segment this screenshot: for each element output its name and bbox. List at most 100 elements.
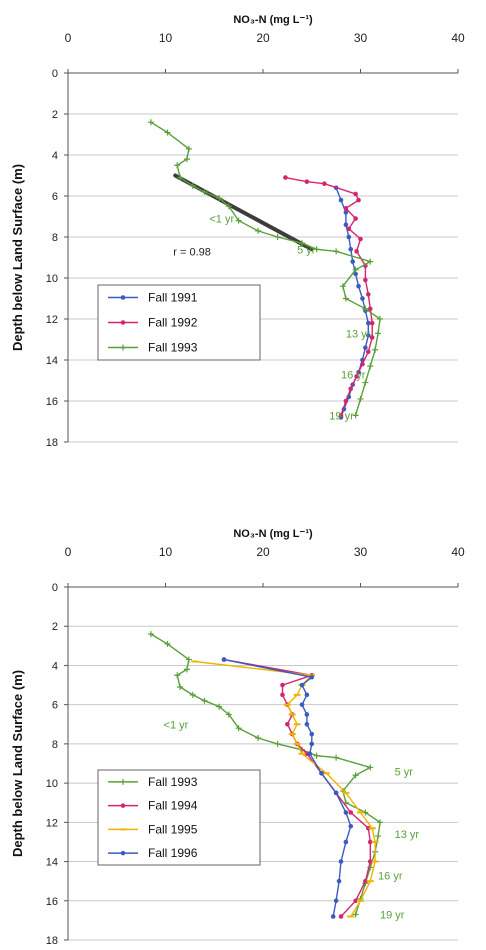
data-point — [216, 195, 223, 202]
annotation-label: r = 0.98 — [173, 246, 211, 258]
data-point — [352, 266, 359, 273]
data-point — [338, 197, 344, 203]
data-point — [280, 682, 285, 688]
data-point — [147, 119, 154, 126]
series-fall-1996 — [221, 657, 354, 919]
legend-label: Fall 1993 — [148, 775, 198, 789]
x-tick-label: 0 — [65, 545, 72, 559]
legend-label: Fall 1993 — [148, 341, 198, 355]
legend-label: Fall 1991 — [148, 291, 198, 305]
data-point — [201, 697, 208, 704]
data-point — [353, 191, 358, 197]
y-tick-label: 18 — [46, 935, 58, 945]
data-point — [367, 764, 374, 771]
data-point — [309, 674, 315, 680]
x-tick-label: 40 — [451, 545, 465, 559]
data-point — [221, 657, 227, 662]
data-point — [177, 684, 184, 691]
legend-label: Fall 1995 — [148, 822, 198, 836]
series-fall-1993 — [147, 119, 383, 419]
data-point — [348, 386, 354, 392]
x-tick-label: 20 — [256, 31, 270, 45]
y-tick-label: 8 — [52, 232, 58, 244]
data-point — [354, 374, 359, 379]
data-point — [362, 379, 369, 386]
legend-marker — [120, 850, 126, 856]
series-fall-1992 — [283, 175, 375, 418]
series-line — [150, 121, 381, 416]
data-point — [164, 129, 171, 136]
data-point — [360, 296, 365, 301]
data-point — [164, 640, 171, 647]
data-point — [343, 839, 349, 845]
legend-marker — [120, 295, 126, 300]
annotation-label: 5 yr — [395, 766, 414, 778]
y-tick-label: 16 — [46, 396, 58, 408]
legend-marker — [120, 320, 126, 325]
data-point — [255, 735, 262, 742]
x-tick-label: 40 — [451, 31, 465, 45]
y-tick-label: 4 — [52, 660, 58, 672]
y-tick-label: 6 — [52, 191, 58, 203]
data-point — [333, 248, 340, 255]
x-tick-label: 20 — [256, 545, 270, 559]
series-fall-1995 — [191, 660, 379, 918]
data-point — [343, 810, 349, 815]
x-tick-label: 10 — [159, 545, 173, 559]
data-point — [304, 712, 310, 717]
y-tick-label: 12 — [46, 817, 58, 829]
y-tick-label: 12 — [46, 314, 58, 326]
data-point — [299, 702, 305, 707]
y-tick-label: 2 — [52, 109, 58, 121]
y-tick-label: 10 — [46, 778, 58, 790]
data-point — [338, 859, 344, 864]
data-point — [216, 703, 223, 710]
annotation-label: 19 yr — [329, 410, 354, 422]
legend-label: Fall 1994 — [148, 799, 198, 813]
legend-marker — [120, 803, 126, 808]
data-point — [274, 234, 281, 240]
annotation-label: <1 yr — [164, 719, 189, 731]
data-point — [185, 145, 192, 152]
data-point — [299, 240, 305, 247]
y-tick-label: 6 — [52, 700, 58, 712]
data-point — [367, 306, 373, 312]
data-point — [330, 914, 336, 919]
data-point — [356, 197, 361, 203]
data-point — [366, 292, 371, 297]
data-point — [375, 833, 382, 840]
data-point — [372, 346, 379, 353]
data-point — [309, 731, 315, 737]
legend-marker — [120, 344, 126, 351]
data-point — [354, 249, 359, 254]
legend-label: Fall 1996 — [148, 846, 198, 860]
x-tick-label: 0 — [65, 31, 72, 45]
data-point — [283, 175, 288, 180]
annotation-label: 5 yr — [297, 244, 316, 256]
data-point — [366, 825, 371, 831]
data-point — [356, 283, 361, 289]
data-point — [363, 345, 368, 351]
chart-2: 0 2 4 6 8 10 12 14 16 18 0 10 20 30 40 NO₃-N (mg L⁻¹) De… — [10, 528, 465, 947]
data-point — [342, 295, 349, 302]
legend-label: Fall 1992 — [148, 316, 198, 330]
data-point — [235, 725, 242, 732]
y-tick-label: 8 — [52, 739, 58, 751]
data-point — [353, 898, 358, 904]
legend: Fall 1991 Fall 1992 Fall 1993 — [97, 284, 261, 361]
data-point — [362, 305, 369, 312]
data-point — [343, 210, 349, 215]
data-point — [353, 271, 358, 277]
data-point — [352, 911, 359, 918]
data-point — [346, 234, 352, 240]
data-point — [235, 217, 242, 224]
y-tick-label: 14 — [46, 857, 58, 869]
annotation-label: 16 yr — [378, 870, 403, 882]
legend-box — [97, 769, 261, 866]
data-point — [255, 227, 262, 234]
data-point — [309, 741, 315, 747]
data-point — [304, 721, 310, 727]
data-point — [322, 181, 327, 186]
data-point — [363, 277, 368, 283]
